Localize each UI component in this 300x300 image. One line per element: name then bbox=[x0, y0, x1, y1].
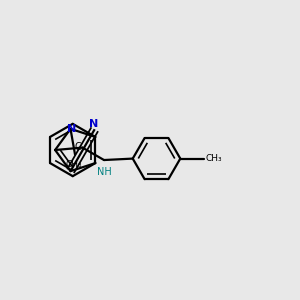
Text: N: N bbox=[89, 119, 98, 129]
Text: N: N bbox=[67, 124, 76, 134]
Text: CH₃: CH₃ bbox=[206, 154, 222, 163]
Text: NH: NH bbox=[97, 167, 111, 177]
Text: C: C bbox=[75, 142, 82, 152]
Text: CH₃: CH₃ bbox=[65, 160, 82, 169]
